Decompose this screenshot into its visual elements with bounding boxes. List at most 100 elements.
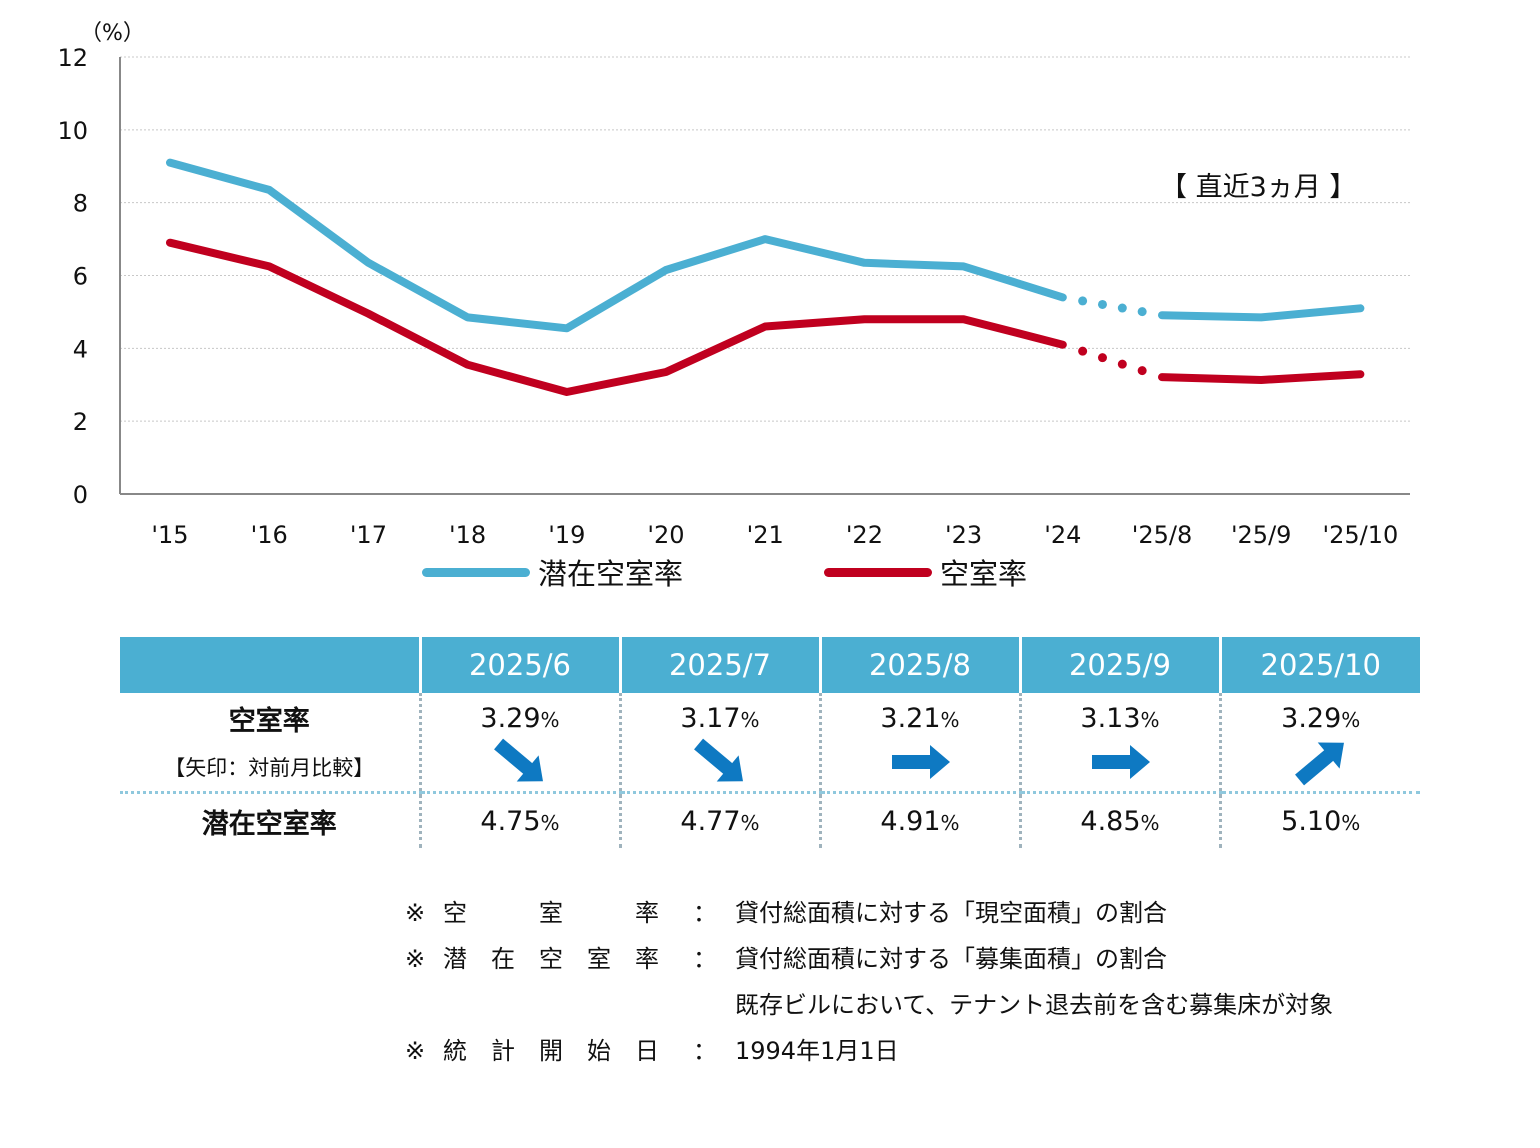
note-text: 既存ビルにおいて、テナント退去前を含む募集床が対象 xyxy=(735,991,1334,1019)
x-tick-label: '25/10 xyxy=(1323,521,1399,549)
series-line-history xyxy=(166,238,1067,396)
percent-unit: % xyxy=(940,708,960,732)
monthly-vacancy-table: 2025/6 2025/7 2025/8 2025/9 2025/10 空室率 … xyxy=(120,637,1420,848)
potential-cell: 5.10% xyxy=(1218,792,1420,848)
footnote-row: 既存ビルにおいて、テナント退去前を含む募集床が対象 xyxy=(405,982,1333,1028)
table-header-month: 2025/8 xyxy=(818,637,1020,693)
footnote-row: ※ 潜 在 空 室 率 ： 貸付総面積に対する「募集面積」の割合 xyxy=(405,936,1333,982)
arrow-shape xyxy=(1092,745,1150,779)
potential-cell: 4.85% xyxy=(1018,792,1220,848)
y-tick-label: 0 xyxy=(73,481,88,509)
potential-value: 4.77 xyxy=(680,805,741,837)
x-tick-label: '23 xyxy=(945,521,982,549)
trend-arrow-icon xyxy=(494,738,543,782)
note-term: 統 計 開 始 日 xyxy=(443,1037,659,1065)
x-tick-label: '25/8 xyxy=(1132,521,1193,549)
arrow-shape xyxy=(694,738,743,782)
note-colon: ： xyxy=(693,1037,717,1065)
footnote-row: ※ 空 室 率 ： 貸付総面積に対する「現空面積」の割合 xyxy=(405,890,1333,936)
dotted-connector-dot xyxy=(1078,346,1088,356)
arrow-shape xyxy=(892,745,950,779)
row-label-vacancy: 空室率 【矢印：対前月比較】 xyxy=(120,693,420,794)
vacancy-rate-chart: 0 2 4 6 8 10 12 '15 '16 '17 '18 '19 '20 '21 '22 '23 '24… xyxy=(57,21,1410,549)
note-colon: ： xyxy=(693,899,717,927)
potential-value: 4.75 xyxy=(480,805,541,837)
legend-label-vacancy: 空室率 xyxy=(940,557,1028,591)
potential-cell: 4.75% xyxy=(418,792,620,848)
potential-value: 4.85 xyxy=(1080,805,1141,837)
vacancy-value: 3.21 xyxy=(880,703,941,734)
chart-gridlines xyxy=(120,56,1410,422)
series-line-recent xyxy=(1158,304,1365,322)
note-text: 貸付総面積に対する「現空面積」の割合 xyxy=(735,899,1167,927)
vacancy-cell: 3.29% xyxy=(1218,693,1420,794)
vacancy-cell: 3.13% xyxy=(1018,693,1220,794)
x-tick-label: '15 xyxy=(151,521,188,549)
x-tick-label: '21 xyxy=(747,521,784,549)
y-tick-label: 10 xyxy=(57,117,88,145)
dotted-connector-dot xyxy=(1097,353,1107,363)
y-tick-label: 12 xyxy=(57,44,88,72)
potential-value: 5.10 xyxy=(1281,805,1342,837)
table-header-month: 2025/10 xyxy=(1218,637,1420,693)
percent-unit: % xyxy=(740,810,760,835)
percent-unit: % xyxy=(1341,810,1361,835)
vacancy-value: 3.13 xyxy=(1080,703,1141,734)
y-axis-ticks: 0 2 4 6 8 10 12 xyxy=(57,44,88,509)
vacancy-row-subtitle: 【矢印：対前月比較】 xyxy=(164,756,375,780)
table-header-row: 2025/6 2025/7 2025/8 2025/9 2025/10 xyxy=(120,637,1420,693)
vacancy-cell: 3.29% xyxy=(418,693,620,794)
recent-three-months-annotation: 【 直近3ヵ月 】 xyxy=(1160,172,1356,203)
legend-swatch-potential xyxy=(422,567,530,577)
note-mark: ※ xyxy=(405,945,426,973)
x-tick-label: '25/9 xyxy=(1231,521,1292,549)
y-axis-unit: （%） xyxy=(80,21,145,46)
trend-arrow-icon xyxy=(694,738,743,782)
percent-unit: % xyxy=(1140,810,1160,835)
potential-value: 4.91 xyxy=(880,805,941,837)
x-tick-label: '16 xyxy=(251,521,288,549)
trend-arrow-icon xyxy=(1092,745,1150,779)
y-tick-label: 4 xyxy=(73,335,88,363)
x-tick-label: '19 xyxy=(548,521,585,549)
table-header-month: 2025/9 xyxy=(1018,637,1220,693)
arrow-shape xyxy=(1294,742,1344,786)
y-tick-label: 8 xyxy=(73,190,88,218)
arrow-shape xyxy=(494,738,543,782)
y-tick-label: 6 xyxy=(73,263,88,291)
series-line-history xyxy=(166,158,1067,333)
percent-unit: % xyxy=(1140,708,1160,732)
note-term: 潜 在 空 室 率 xyxy=(443,945,659,973)
vacancy-row-title: 空室率 xyxy=(228,706,310,737)
percent-unit: % xyxy=(1341,708,1361,732)
percent-unit: % xyxy=(940,810,960,835)
x-axis-ticks: '15 '16 '17 '18 '19 '20 '21 '22 '23 '24 '25/8 '25/9… xyxy=(151,521,1398,549)
vacancy-cell: 3.21% xyxy=(818,693,1020,794)
table-row-potential-vacancy: 潜在空室率 4.75% 4.77% 4.91% 4.85% 5.10% xyxy=(120,792,1420,848)
table-row-vacancy: 空室率 【矢印：対前月比較】 3.29% 3.17% 3.21% 3.13% 3… xyxy=(120,693,1420,794)
table-header-corner xyxy=(120,637,420,693)
footnotes: ※ 空 室 率 ： 貸付総面積に対する「現空面積」の割合 ※ 潜 在 空 室 率 ： 貸付総… xyxy=(405,890,1333,1074)
row-label-potential-vacancy: 潜在空室率 xyxy=(201,808,337,840)
legend-vacancy: 空室率 xyxy=(824,552,1027,592)
trend-arrow-icon xyxy=(1294,742,1344,786)
vacancy-cell: 3.17% xyxy=(618,693,820,794)
note-text: 貸付総面積に対する「募集面積」の割合 xyxy=(735,945,1167,973)
dotted-connector-dot xyxy=(1137,307,1147,317)
table-header-month: 2025/7 xyxy=(618,637,820,693)
table-header-month: 2025/6 xyxy=(418,637,620,693)
dotted-connector-dot xyxy=(1097,299,1107,309)
vacancy-value: 3.29 xyxy=(480,703,541,734)
trend-arrow-icon xyxy=(892,745,950,779)
x-tick-label: '17 xyxy=(350,521,387,549)
vacancy-value: 3.29 xyxy=(1281,703,1342,734)
chart-series xyxy=(166,158,1365,396)
percent-unit: % xyxy=(740,708,760,732)
potential-cell: 4.77% xyxy=(618,792,820,848)
potential-cell: 4.91% xyxy=(818,792,1020,848)
legend-swatch-vacancy xyxy=(824,567,932,577)
dotted-connector-dot xyxy=(1117,359,1127,369)
note-mark: ※ xyxy=(405,1037,426,1065)
note-text: 1994年1月1日 xyxy=(735,1037,899,1065)
series-line-recent xyxy=(1158,370,1365,384)
